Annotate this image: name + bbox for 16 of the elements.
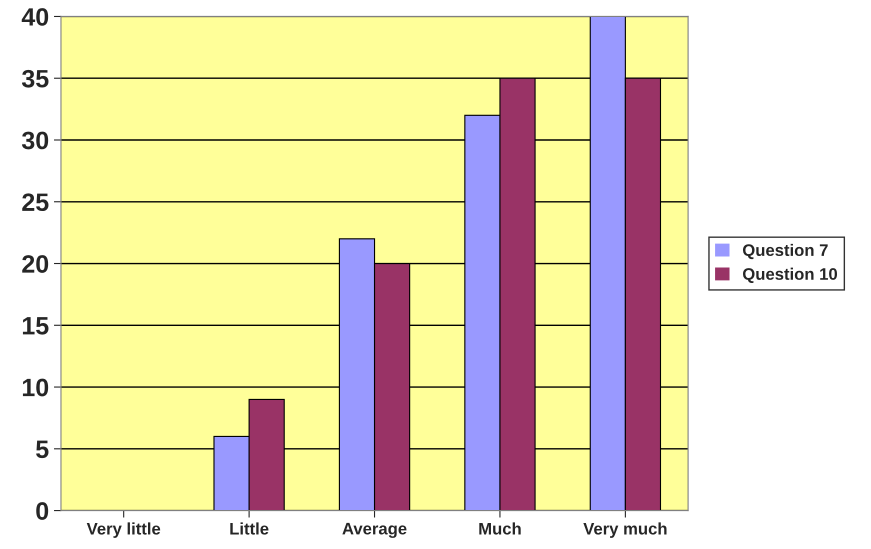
y-tick-label: 35 xyxy=(22,70,48,88)
y-tick-label: 10 xyxy=(22,378,48,396)
x-tick-label: Very little xyxy=(86,522,160,538)
y-tick-label: 15 xyxy=(22,317,48,335)
x-tick-label: Much xyxy=(479,522,521,535)
x-tick-label: Average xyxy=(342,522,407,538)
y-tick-label: 40 xyxy=(22,8,48,26)
legend-label: Question 7 xyxy=(742,244,828,260)
legend-label: Question 10 xyxy=(742,268,838,284)
y-tick-label: 30 xyxy=(22,132,48,150)
y-tick-label: 25 xyxy=(22,193,48,212)
x-tick-label: Very much xyxy=(583,522,666,538)
x-tick-label: Little xyxy=(230,522,268,535)
y-tick-label: 20 xyxy=(22,255,48,273)
y-tick-label: 0 xyxy=(36,502,48,520)
y-tick-label: 5 xyxy=(36,440,48,458)
